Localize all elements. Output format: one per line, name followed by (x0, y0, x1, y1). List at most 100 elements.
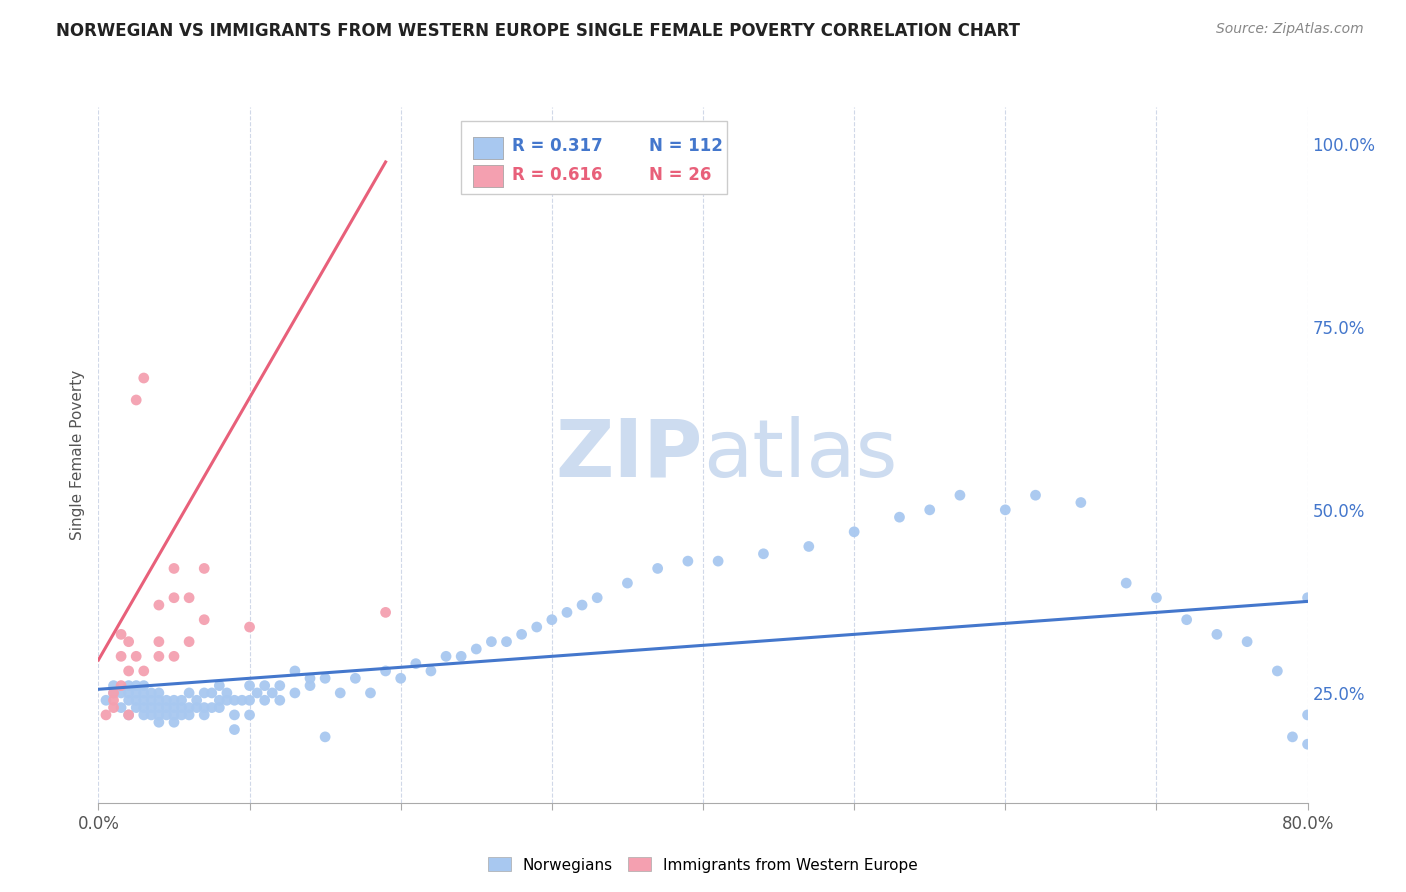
Point (103, 679, 125, 693)
Point (231, 693, 253, 707)
Point (132, 707, 155, 722)
Point (132, 664, 155, 678)
Point (555, 606, 578, 620)
Point (125, 392, 148, 407)
Point (510, 627, 533, 641)
Text: Source: ZipAtlas.com: Source: ZipAtlas.com (1216, 22, 1364, 37)
Point (208, 700, 231, 714)
Point (103, 686, 125, 700)
Point (1115, 576, 1137, 591)
Point (125, 700, 148, 714)
Point (132, 693, 155, 707)
Point (495, 634, 517, 648)
Point (179, 707, 201, 722)
Point (1267, 664, 1289, 678)
Point (163, 715, 186, 730)
Point (193, 561, 215, 575)
Point (163, 649, 186, 664)
Point (676, 554, 699, 568)
Point (163, 561, 186, 575)
Point (224, 723, 246, 737)
Point (707, 554, 730, 568)
Point (420, 664, 443, 678)
Point (118, 664, 141, 678)
Point (253, 679, 276, 693)
Point (752, 547, 775, 561)
Point (118, 686, 141, 700)
Point (148, 649, 170, 664)
Point (329, 686, 352, 700)
Point (1175, 613, 1198, 627)
Point (246, 686, 269, 700)
Point (465, 642, 488, 657)
Point (314, 730, 336, 744)
Point (616, 576, 638, 591)
Point (186, 700, 208, 714)
Point (118, 693, 141, 707)
Point (215, 686, 238, 700)
Text: N = 26: N = 26 (648, 166, 711, 184)
Point (94, 707, 117, 722)
Point (125, 693, 148, 707)
Point (1144, 591, 1167, 605)
Point (299, 679, 322, 693)
Y-axis label: Single Female Poverty: Single Female Poverty (69, 370, 84, 540)
Point (148, 686, 170, 700)
Text: R = 0.616: R = 0.616 (512, 166, 602, 184)
Point (193, 700, 215, 714)
FancyBboxPatch shape (474, 165, 503, 187)
Point (889, 510, 911, 524)
Point (239, 620, 262, 634)
Point (208, 693, 231, 707)
Point (314, 671, 336, 685)
Point (148, 707, 170, 722)
Point (374, 606, 396, 620)
Point (374, 664, 396, 678)
Point (949, 488, 972, 502)
Point (918, 503, 941, 517)
Text: NORWEGIAN VS IMMIGRANTS FROM WESTERN EUROPE SINGLE FEMALE POVERTY CORRELATION CH: NORWEGIAN VS IMMIGRANTS FROM WESTERN EUR… (56, 22, 1021, 40)
Point (141, 686, 163, 700)
Point (586, 591, 609, 605)
Point (170, 707, 193, 722)
Point (118, 634, 141, 648)
Point (94, 693, 117, 707)
Point (1296, 707, 1319, 722)
Point (1296, 591, 1319, 605)
Point (1296, 737, 1319, 751)
Point (253, 693, 276, 707)
Point (163, 700, 186, 714)
Point (155, 693, 177, 707)
FancyBboxPatch shape (461, 121, 727, 194)
Point (844, 524, 866, 539)
Point (125, 679, 148, 693)
Point (170, 693, 193, 707)
Point (186, 693, 208, 707)
Point (201, 686, 224, 700)
Point (239, 707, 262, 722)
Point (132, 686, 155, 700)
Point (141, 700, 163, 714)
Point (110, 679, 132, 693)
Point (148, 634, 170, 648)
Point (215, 693, 238, 707)
Point (1070, 495, 1092, 509)
Point (571, 598, 593, 612)
Point (132, 679, 155, 693)
Point (148, 700, 170, 714)
Point (163, 591, 186, 605)
Point (179, 634, 201, 648)
Point (193, 707, 215, 722)
Point (1281, 730, 1303, 744)
Point (405, 657, 427, 671)
Point (179, 700, 201, 714)
Point (540, 613, 562, 627)
Point (155, 707, 177, 722)
Point (132, 700, 155, 714)
Point (284, 664, 307, 678)
Point (103, 693, 125, 707)
Point (224, 707, 246, 722)
Point (103, 700, 125, 714)
Point (118, 707, 141, 722)
Point (193, 613, 215, 627)
